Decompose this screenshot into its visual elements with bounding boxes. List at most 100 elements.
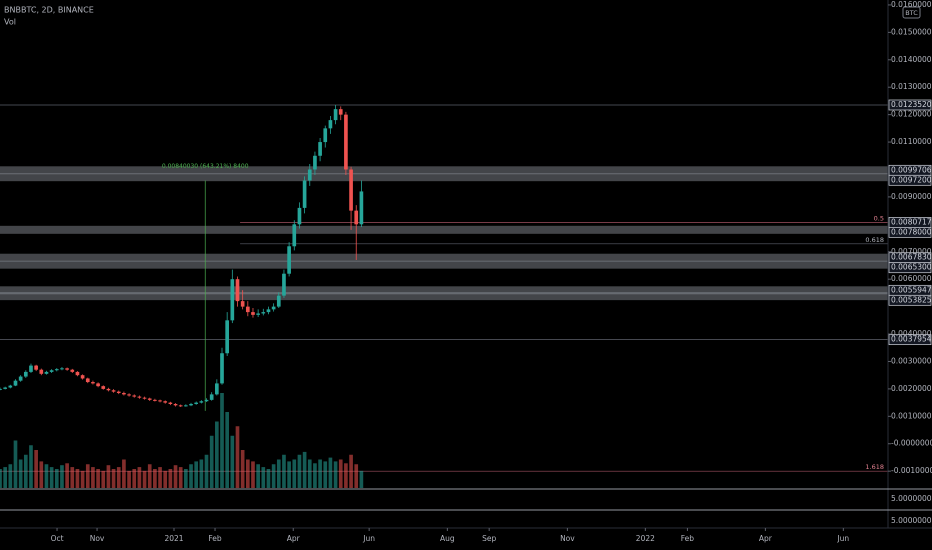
zone-band: [0, 225, 888, 234]
candle-body: [297, 207, 302, 225]
candle-body: [132, 395, 137, 397]
candle-body: [215, 383, 219, 395]
volume-bar: [111, 469, 116, 488]
candle-body: [302, 180, 307, 208]
candle-body: [116, 391, 121, 394]
volume-bar: [0, 469, 2, 488]
candle-body: [158, 400, 162, 402]
volume-bar: [101, 470, 106, 488]
y-tick-label: 0.00100000: [891, 411, 932, 420]
candle-body: [54, 369, 59, 371]
candle-body: [8, 385, 13, 388]
x-tick-label: Feb: [208, 534, 222, 543]
volume-bar: [142, 470, 147, 488]
y-tick-label: 0.01500000: [891, 27, 932, 36]
x-tick-label: 2021: [164, 534, 183, 543]
y-tick-label: -0.00000000: [891, 439, 932, 448]
volume-bar: [178, 467, 183, 488]
volume-bar: [60, 465, 64, 488]
y-tick-label: 0.00900000: [891, 192, 932, 201]
measure-label: 0.00840030 (643.21%) 8400: [162, 163, 249, 170]
volume-bar: [34, 450, 38, 488]
volume-bar: [220, 393, 224, 488]
candle-body: [225, 320, 229, 354]
candle-body: [85, 378, 90, 383]
volume-bar: [44, 464, 49, 488]
volume-label: Vol: [4, 18, 16, 27]
volume-bar: [106, 465, 111, 488]
candle-body: [34, 365, 38, 370]
x-tick-label: Nov: [560, 534, 575, 543]
price-label: 0.00559470: [891, 285, 932, 294]
candle-body: [230, 279, 235, 321]
candle-body: [0, 388, 2, 390]
currency-box[interactable]: [902, 6, 921, 19]
volume-bar: [225, 412, 229, 488]
volume-bar: [209, 435, 214, 488]
volume-bar: [173, 465, 178, 488]
candle-body: [153, 399, 157, 401]
candle-body: [266, 309, 271, 313]
candle-body: [137, 396, 142, 398]
volume-bar: [204, 454, 209, 488]
x-tick-label: Feb: [681, 534, 695, 543]
candle-body: [287, 246, 291, 274]
candle-body: [70, 369, 75, 372]
candle-body: [168, 402, 173, 404]
y-tick-label: 0.01400000: [891, 55, 932, 64]
price-label: 0.00997060: [891, 165, 932, 174]
fib-label: 1.618: [865, 463, 884, 471]
candle-body: [256, 313, 260, 315]
candle-body: [111, 390, 116, 392]
candle-body: [189, 403, 193, 406]
volume-bar: [29, 445, 33, 488]
volume-bar: [23, 454, 28, 488]
y-tick-label: 0.00700000: [891, 247, 932, 256]
candle-body: [199, 401, 204, 403]
volume-bar: [266, 469, 271, 488]
volume-bar: [158, 467, 162, 488]
fib-label: 0.618: [865, 236, 884, 244]
candle-body: [328, 120, 333, 129]
candle-body: [323, 128, 328, 143]
volume-bar: [297, 454, 302, 488]
candle-body: [101, 386, 106, 389]
candle-body: [235, 279, 240, 302]
volume-bar: [323, 461, 328, 488]
price-label: 0.00972000: [891, 175, 932, 184]
candle-body: [333, 109, 338, 121]
volume-bar: [13, 440, 18, 488]
price-label: 0.00678300: [891, 253, 932, 262]
volume-bar: [251, 461, 255, 488]
volume-bar: [199, 459, 204, 488]
candle-body: [65, 368, 69, 370]
volume-bar: [313, 463, 317, 488]
volume-bar: [230, 435, 235, 488]
volume-bar: [91, 467, 95, 488]
candle-body: [60, 368, 64, 370]
volume-bar: [80, 470, 85, 488]
volume-bar: [354, 464, 359, 488]
symbol-title: BNBBTC, 2D, BINANCE: [4, 6, 94, 15]
candle-body: [91, 382, 95, 384]
price-label-box: [888, 174, 932, 186]
volume-bar: [189, 464, 193, 488]
volume-bar: [302, 451, 307, 488]
zone-band: [0, 173, 888, 182]
volume-bar: [18, 459, 23, 488]
pane-label: 5.00000000: [891, 494, 932, 503]
y-tick-label: 0.00200000: [891, 384, 932, 393]
volume-bar: [96, 469, 100, 488]
volume-bar: [328, 457, 333, 488]
candle-body: [44, 371, 49, 374]
candle-body: [261, 312, 266, 314]
candle-body: [338, 109, 343, 115]
candle-body: [307, 169, 312, 181]
candle-body: [194, 402, 199, 404]
zone-band: [0, 286, 888, 295]
volume-bar: [122, 459, 126, 488]
zone-band: [0, 260, 888, 269]
candle-body: [282, 273, 286, 296]
fib-label: 0.5: [874, 214, 884, 222]
candle-body: [220, 353, 224, 384]
